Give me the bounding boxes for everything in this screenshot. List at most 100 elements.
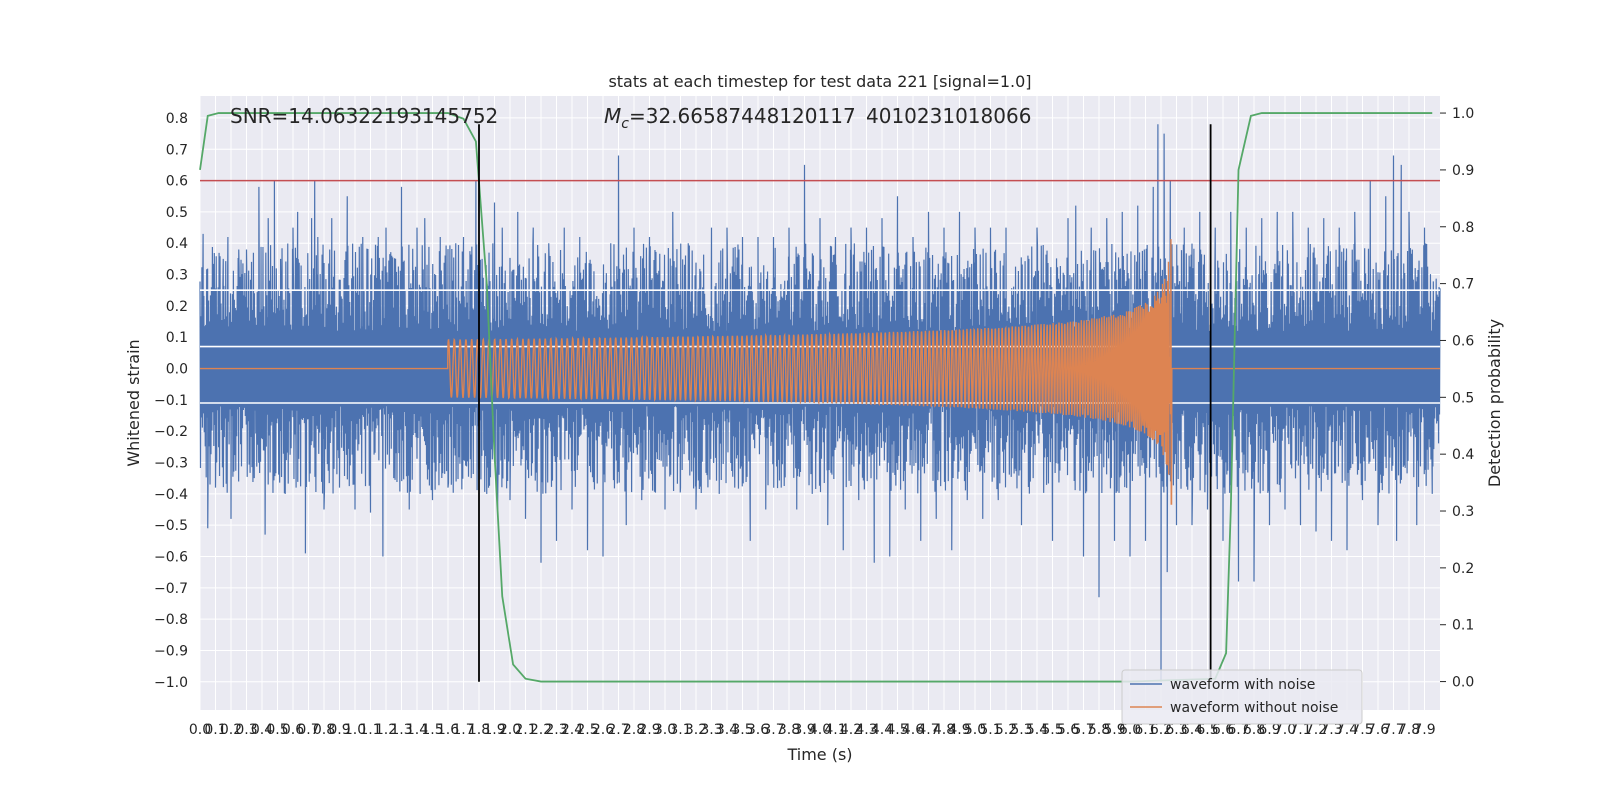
x-tick-label: 2.1 [514, 722, 536, 738]
marker-lines [478, 124, 1212, 682]
legend-box [1121, 669, 1363, 725]
chart-title: stats at each timestep for test data 221… [608, 72, 1031, 91]
x-tick-label: 1.5 [421, 722, 443, 738]
snr-annotation: SNR=14.06322193145752 [230, 104, 498, 128]
x-tick-label: 6.9 [1258, 722, 1280, 738]
x-tick-label: 0.3 [235, 722, 257, 738]
x-tick-label: 3.1 [669, 722, 691, 738]
y-tick-label: −0.9 [154, 643, 188, 659]
x-tick-label: 5.5 [1041, 722, 1063, 738]
x-tick-label: 6.0 [1119, 722, 1141, 738]
x-tick-label: 6.1 [1134, 722, 1156, 738]
y-tick-label: −0.4 [154, 487, 188, 503]
x-tick-label: 1.6 [437, 722, 459, 738]
x-tick-label: 1.9 [483, 722, 505, 738]
x-tick-label: 0.5 [266, 722, 288, 738]
x-tick-label: 2.9 [638, 722, 660, 738]
x-tick-label: 3.2 [685, 722, 707, 738]
x-tick-label: 6.3 [1165, 722, 1187, 738]
x-tick-label: 5.2 [995, 722, 1017, 738]
y-tick-label: −0.6 [154, 550, 188, 566]
x-tick-label: 6.2 [1150, 722, 1172, 738]
x-tick-label: 7.6 [1367, 722, 1389, 738]
y2-axis-label: Detection probability [1485, 319, 1504, 487]
x-tick-label: 3.8 [778, 722, 800, 738]
y2-tick-label: 0.6 [1452, 333, 1474, 349]
x-tick-label: 7.0 [1274, 722, 1296, 738]
y-tick-label: 0.6 [166, 174, 188, 190]
x-tick-label: 3.0 [654, 722, 676, 738]
y-tick-label: −0.7 [154, 581, 188, 597]
x-tick-label: 2.6 [592, 722, 614, 738]
y2-tick-label: 0.9 [1452, 163, 1474, 179]
x-tick-label: 4.6 [902, 722, 924, 738]
x-tick-label: 7.9 [1413, 722, 1435, 738]
y2-tick-labels: 1.0 0.9 0.8 0.7 0.6 0.5 0.4 0.3 0.2 0.1 0.0 [1440, 106, 1474, 691]
x-tick-label: 2.7 [607, 722, 629, 738]
y2-tick-label: 0.0 [1452, 675, 1474, 691]
y-tick-label: 0.3 [166, 268, 188, 284]
x-tick-label: 1.2 [375, 722, 397, 738]
x-tick-label: 7.4 [1336, 722, 1358, 738]
x-tick-label: 5.8 [1088, 722, 1110, 738]
x-tick-label: 3.3 [700, 722, 722, 738]
y-tick-label: 0.4 [166, 236, 188, 252]
x-tick-label: 4.3 [855, 722, 877, 738]
x-tick-label: 4.2 [840, 722, 862, 738]
x-tick-label: 7.1 [1289, 722, 1311, 738]
x-tick-label: 5.9 [1103, 722, 1125, 738]
x-tick-label: 2.4 [561, 722, 583, 738]
y2-tick-label: 0.5 [1452, 390, 1474, 406]
x-tick-label: 6.7 [1227, 722, 1249, 738]
x-tick-label: 3.4 [716, 722, 738, 738]
x-tick-label: 0.7 [297, 722, 319, 738]
x-tick-label: 5.1 [979, 722, 1001, 738]
y2-tick-label: 0.4 [1452, 447, 1474, 463]
x-tick-label: 2.2 [530, 722, 552, 738]
y-tick-label: 0.1 [166, 330, 188, 346]
x-tick-label: 7.2 [1305, 722, 1327, 738]
y-tick-label: −1.0 [154, 675, 188, 691]
x-tick-label: 0.9 [328, 722, 350, 738]
y-tick-labels: 0.8 0.7 0.6 0.5 0.4 0.3 0.2 0.1 0.0 −0.1 −0.2 −0.3 −… [154, 111, 188, 691]
x-tick-label: 6.4 [1181, 722, 1203, 738]
y2-tick-label: 0.3 [1452, 504, 1474, 520]
x-tick-label: 2.3 [545, 722, 567, 738]
x-tick-label: 3.7 [762, 722, 784, 738]
x-tick-label: 5.0 [964, 722, 986, 738]
x-tick-label: 3.6 [747, 722, 769, 738]
legend: waveform with noise waveform without noi… [1121, 669, 1363, 725]
x-tick-label: 4.7 [917, 722, 939, 738]
x-tick-label: 6.5 [1196, 722, 1218, 738]
x-tick-label: 7.8 [1398, 722, 1420, 738]
x-tick-label: 4.9 [948, 722, 970, 738]
x-tick-label: 1.0 [344, 722, 366, 738]
y2-tick-label: 0.2 [1452, 561, 1474, 577]
legend-label-clean: waveform without noise [1170, 700, 1338, 716]
x-tick-labels: 0.00.10.20.30.40.50.60.70.80.91.01.11.21… [189, 722, 1436, 738]
x-tick-label: 7.3 [1320, 722, 1342, 738]
y-tick-label: 0.2 [166, 299, 188, 315]
x-tick-label: 0.4 [251, 722, 273, 738]
legend-label-noise: waveform with noise [1170, 677, 1315, 693]
x-tick-label: 0.2 [220, 722, 242, 738]
mc-symbol: M [604, 104, 621, 128]
plot-lines [199, 112, 1441, 683]
y-tick-label: −0.2 [154, 424, 188, 440]
y-tick-label: 0.8 [166, 111, 188, 127]
x-tick-label: 1.1 [359, 722, 381, 738]
x-tick-label: 4.1 [824, 722, 846, 738]
y-tick-label: −0.1 [154, 393, 188, 409]
x-tick-label: 2.5 [576, 722, 598, 738]
y2-tick-label: 0.7 [1452, 277, 1474, 293]
x-tick-label: 2.0 [499, 722, 521, 738]
x-axis-label: Time (s) [786, 745, 852, 764]
x-tick-label: 3.5 [731, 722, 753, 738]
y2-tick-label: 1.0 [1452, 106, 1474, 122]
x-tick-label: 0.6 [282, 722, 304, 738]
x-tick-label: 0.0 [189, 722, 211, 738]
x-tick-label: 3.9 [793, 722, 815, 738]
x-tick-label: 7.5 [1351, 722, 1373, 738]
x-tick-label: 1.7 [452, 722, 474, 738]
y-tick-label: −0.3 [154, 456, 188, 472]
